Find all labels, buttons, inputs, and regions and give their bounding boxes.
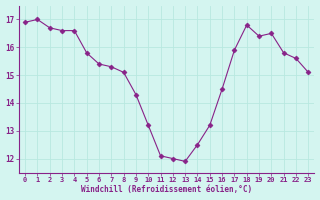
X-axis label: Windchill (Refroidissement éolien,°C): Windchill (Refroidissement éolien,°C) [81, 185, 252, 194]
